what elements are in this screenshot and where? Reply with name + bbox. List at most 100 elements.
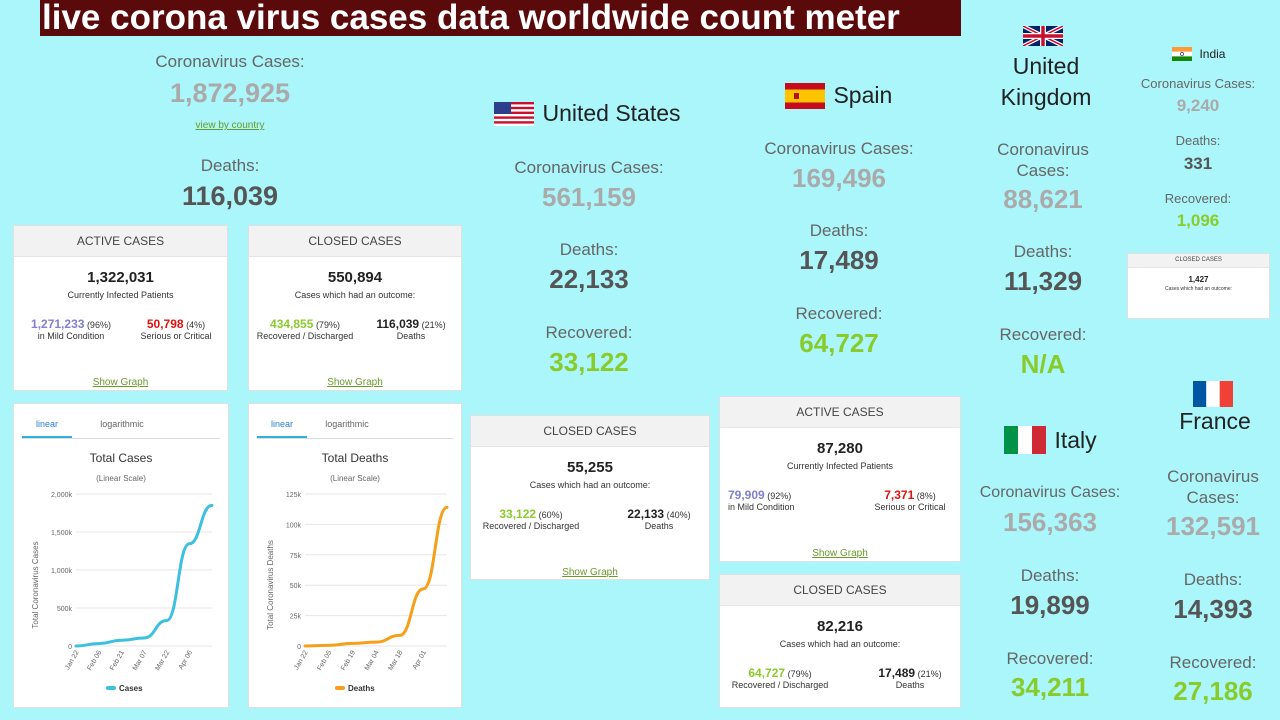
y-tick-label: 25k xyxy=(290,614,302,621)
show-graph-link[interactable]: Show Graph xyxy=(327,377,383,388)
recovered-pct: (60%) xyxy=(538,510,563,520)
y-tick-label: 0 xyxy=(297,644,301,651)
legend-swatch xyxy=(335,686,345,690)
panel-header: ACTIVE CASES xyxy=(14,226,227,257)
recovered-pct: (79%) xyxy=(315,320,340,330)
spain-flag-icon xyxy=(785,82,825,109)
india-deaths-value: 331 xyxy=(1183,154,1213,173)
italy-deaths-label: Deaths: xyxy=(1020,566,1080,585)
deaths-label: Deaths xyxy=(396,331,426,341)
deaths-value: 22,133 xyxy=(627,507,665,521)
recovered-label: Recovered / Discharged xyxy=(256,331,354,341)
world-cases-value: 1,872,925 xyxy=(169,78,291,108)
tab-logarithmic[interactable]: logarithmic xyxy=(325,419,369,429)
recovered-value: 64,727 xyxy=(748,666,786,680)
france-cases-label-line2: Cases: xyxy=(1186,488,1240,507)
india-closed-cases-panel: CLOSED CASES 1,427 Cases which had an ou… xyxy=(1127,253,1270,319)
us-deaths-label: Deaths: xyxy=(559,240,619,259)
serious-label: Serious or Critical xyxy=(140,331,212,341)
closed-subtitle: Cases which had an outcome: xyxy=(294,290,416,300)
y-tick-label: 1,000k xyxy=(51,568,73,575)
mild-pct: (96%) xyxy=(86,320,111,330)
x-tick-label: Feb 05 xyxy=(316,649,333,671)
us-cases-value: 561,159 xyxy=(542,182,636,212)
panel-header: CLOSED CASES xyxy=(471,416,709,447)
uk-name-line1: United xyxy=(1012,53,1080,79)
active-subtitle: Currently Infected Patients xyxy=(786,461,894,471)
tab-linear[interactable]: linear xyxy=(22,414,72,438)
france-name: France xyxy=(1179,408,1251,434)
mild-label: in Mild Condition xyxy=(728,502,795,512)
world-deaths-value: 116,039 xyxy=(181,181,279,211)
spain-recovered-label: Recovered: xyxy=(795,304,883,323)
show-graph-link[interactable]: Show Graph xyxy=(812,548,868,559)
uk-deaths-value: 11,329 xyxy=(1003,266,1083,296)
y-tick-label: 1,500k xyxy=(51,530,73,537)
tab-logarithmic[interactable]: logarithmic xyxy=(100,419,144,429)
recovered-label: Recovered / Discharged xyxy=(731,680,829,690)
show-graph-link[interactable]: Show Graph xyxy=(562,567,618,578)
x-tick-label: Mar 07 xyxy=(132,649,149,671)
chart-legend: Deaths xyxy=(335,684,375,693)
chart-title: Total Deaths xyxy=(322,451,389,465)
chart-legend: Cases xyxy=(106,684,143,693)
italy-heading: Italy xyxy=(1004,426,1124,456)
x-tick-label: Jan 22 xyxy=(293,649,310,671)
cases-chart-plot: 0 500k 1,000k 1,500k 2,000k Jan 22 Feb 06 Feb 2… xyxy=(51,492,214,672)
france-cases-label-line1: Coronavirus xyxy=(1167,467,1259,486)
deaths-value: 116,039 xyxy=(376,317,420,331)
y-tick-label: 75k xyxy=(290,553,302,560)
page-title: live corona virus cases data worldwide c… xyxy=(40,0,961,36)
india-deaths-label: Deaths: xyxy=(1175,133,1221,148)
us-recovered-value: 33,122 xyxy=(549,347,629,377)
italy-cases-value: 156,363 xyxy=(1003,507,1097,537)
uk-cases-label-line2: Cases: xyxy=(1016,161,1070,180)
serious-value: 50,798 xyxy=(146,317,184,331)
x-tick-label: Apr 06 xyxy=(178,649,194,670)
india-recovered-value: 1,096 xyxy=(1176,211,1220,230)
mild-pct: (92%) xyxy=(767,491,792,501)
panel-header: CLOSED CASES xyxy=(249,226,461,257)
chart-ylabel: Total Coronavirus Deaths xyxy=(266,540,275,630)
us-name: United States xyxy=(542,100,681,126)
chart-title: Total Cases xyxy=(90,451,153,465)
series-line xyxy=(303,505,449,648)
france-flag-icon xyxy=(1193,381,1233,407)
tab-linear[interactable]: linear xyxy=(257,414,307,438)
legend-label: Cases xyxy=(119,684,143,693)
closed-total: 1,427 xyxy=(1188,275,1209,284)
us-recovered-label: Recovered: xyxy=(545,323,633,342)
spain-deaths-label: Deaths: xyxy=(809,221,869,240)
italy-recovered-value: 34,211 xyxy=(1010,672,1090,702)
us-flag-icon xyxy=(494,101,534,126)
world-cases-label: Coronavirus Cases: xyxy=(155,52,305,71)
deaths-pct: (40%) xyxy=(666,510,691,520)
tab-divider xyxy=(257,438,453,439)
us-closed-cases-panel: CLOSED CASES 55,255 Cases which had an o… xyxy=(470,415,710,580)
mild-label: in Mild Condition xyxy=(37,331,105,341)
uk-flag-icon xyxy=(1023,26,1063,46)
deaths-chart-panel: linear logarithmic Total Deaths (Linear … xyxy=(248,403,462,708)
x-tick-label: Feb 06 xyxy=(86,649,103,671)
us-deaths-value: 22,133 xyxy=(549,264,629,294)
closed-subtitle: Cases which had an outcome: xyxy=(779,639,901,649)
india-cases-value: 9,240 xyxy=(1176,96,1220,115)
france-deaths-label: Deaths: xyxy=(1183,570,1243,589)
italy-flag-icon xyxy=(1004,426,1046,454)
active-subtitle: Currently Infected Patients xyxy=(67,290,174,300)
uk-deaths-label: Deaths: xyxy=(1013,242,1073,261)
x-tick-label: Mar 18 xyxy=(387,649,404,671)
us-heading: United States xyxy=(494,100,714,130)
y-tick-label: 500k xyxy=(57,606,73,613)
serious-pct: (4%) xyxy=(186,320,206,330)
cases-chart-panel: linear logarithmic Total Cases (Linear S… xyxy=(13,403,229,708)
y-tick-label: 2,000k xyxy=(51,492,73,499)
uk-cases-label-line1: Coronavirus xyxy=(997,140,1089,159)
uk-name: United Kingdom xyxy=(966,51,1126,113)
view-by-country-link[interactable]: view by country xyxy=(195,120,265,131)
y-tick-label: 100k xyxy=(286,522,302,529)
show-graph-link[interactable]: Show Graph xyxy=(92,377,149,388)
france-cases-value: 132,591 xyxy=(1166,511,1260,541)
france-recovered-label: Recovered: xyxy=(1169,653,1257,672)
legend-swatch xyxy=(106,686,116,690)
